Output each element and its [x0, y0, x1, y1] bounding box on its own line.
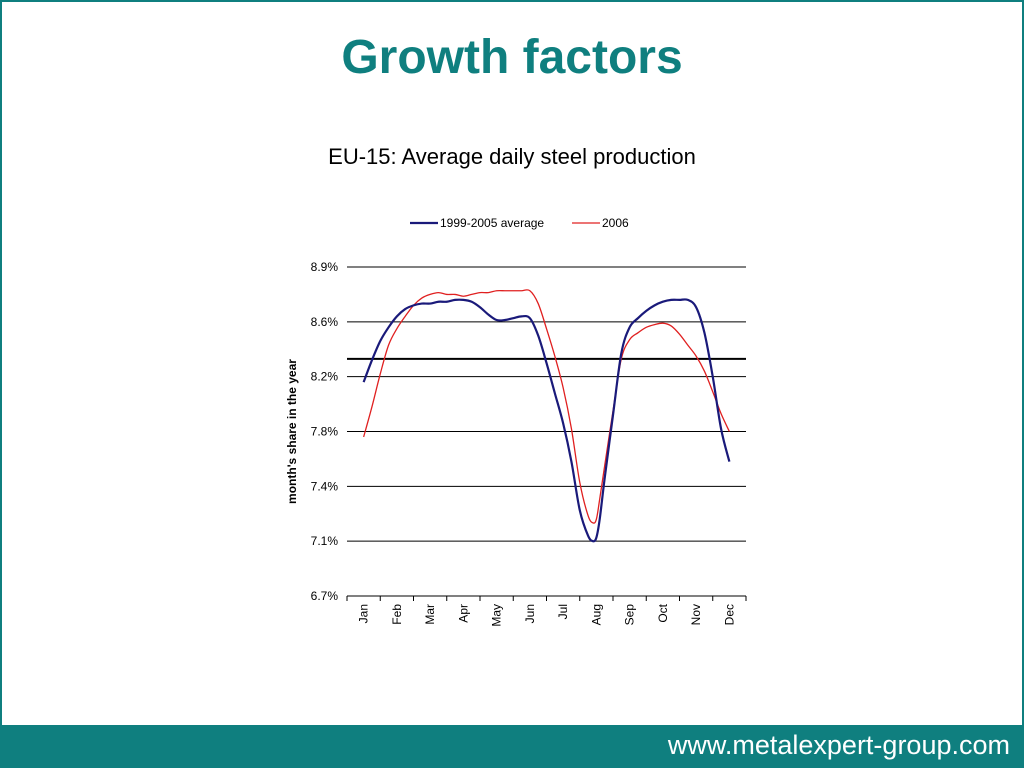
x-tick-label: Mar — [423, 604, 437, 625]
y-tick-label: 8.9% — [311, 260, 339, 274]
legend-label: 2006 — [602, 216, 629, 230]
x-tick-label: Apr — [456, 604, 470, 623]
legend-label: 1999-2005 average — [440, 216, 544, 230]
x-tick-label: Jan — [357, 604, 371, 623]
footer-bar: www.metalexpert-group.com — [0, 725, 1024, 768]
series-line-2006 — [362, 289, 730, 524]
slide-title: Growth factors — [341, 31, 683, 84]
slide-frame — [0, 0, 1024, 725]
series-line-average — [362, 298, 731, 543]
y-tick-label: 8.2% — [311, 370, 339, 384]
line-chart: 6.7% 7.1% 7.4% 7.8% 8.2% 8.6% 8.9% Jan Feb Mar Apr… — [285, 216, 747, 627]
y-tick-label: 7.8% — [311, 425, 339, 439]
footer-url[interactable]: www.metalexpert-group.com — [667, 730, 1010, 760]
x-tick-label: Jun — [523, 604, 537, 623]
x-tick-label: Nov — [689, 604, 703, 625]
x-tick-label: Dec — [722, 604, 736, 625]
x-tick-label: Sep — [623, 604, 637, 626]
y-tick-label: 6.7% — [311, 589, 339, 603]
x-tick-label: Oct — [656, 603, 670, 622]
x-tick-label: Feb — [390, 604, 404, 625]
x-tick-label: Aug — [589, 604, 603, 625]
x-tick-label: Jul — [556, 604, 570, 619]
y-tick-label: 7.4% — [311, 479, 339, 493]
y-axis-title: month's share in the year — [285, 359, 299, 504]
x-tick-label: May — [490, 604, 504, 627]
y-tick-label: 8.6% — [311, 315, 339, 329]
y-tick-label: 7.1% — [311, 534, 339, 548]
chart-title: EU-15: Average daily steel production — [328, 144, 696, 169]
